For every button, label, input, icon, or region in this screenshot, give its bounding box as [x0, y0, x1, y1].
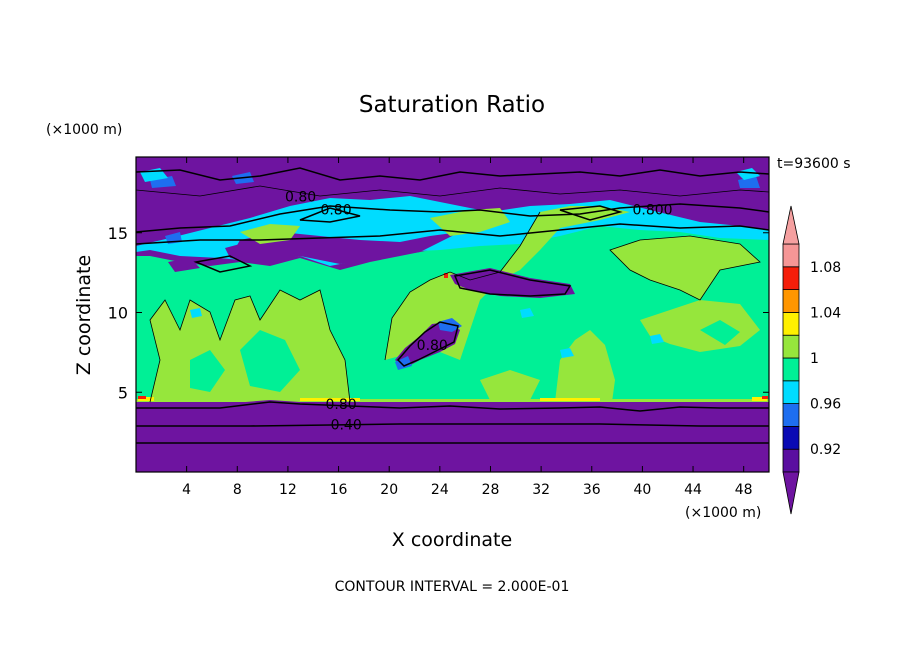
x-tick-label: 8 [233, 482, 242, 498]
contour-interval-note: CONTOUR INTERVAL = 2.000E-01 [335, 579, 570, 595]
colorbar-segment [782, 289, 800, 313]
x-tick-label: 20 [380, 482, 398, 498]
x-unit-label: (×1000 m) [685, 505, 761, 521]
contour-label: 0.800 [632, 202, 672, 218]
y-unit-label: (×1000 m) [46, 122, 122, 138]
x-tick-label: 40 [633, 482, 651, 498]
colorbar-tick-label: 1.04 [810, 305, 841, 321]
colorbar-segment [782, 380, 800, 404]
colorbar-segment [782, 311, 800, 336]
contour-label: 0.80 [320, 202, 351, 218]
field-region-red [138, 273, 768, 399]
colorbar-tick-label: 0.92 [810, 442, 841, 458]
colorbar-tick-label: 1.08 [810, 260, 841, 276]
colorbar-tick-label: 1 [810, 351, 819, 367]
colorbar-over-arrow [782, 205, 800, 245]
field-region-near-saturated-patches [190, 290, 740, 392]
colorbar-segment [782, 403, 800, 427]
x-tick-label: 12 [279, 482, 297, 498]
colorbar-segment [782, 357, 800, 382]
y-tick-label: 10 [108, 304, 128, 323]
colorbar-under-arrow [782, 471, 800, 515]
colorbar-segment [782, 425, 800, 450]
x-tick-label: 44 [684, 482, 702, 498]
y-tick-label: 15 [108, 224, 128, 243]
field-region-lower-dry [136, 400, 769, 472]
contour-label: 0.80 [285, 190, 316, 206]
x-tick-label: 28 [482, 482, 500, 498]
field-region-boundary-strip [136, 399, 769, 402]
plot-frame [135, 156, 770, 473]
colorbar: 0.92 0.96 1 1.04 1.08 [782, 205, 841, 515]
contour-label: 0.40 [331, 418, 362, 434]
x-tick-label: 48 [735, 482, 753, 498]
x-tick-label: 16 [330, 482, 348, 498]
x-tick-label: 24 [431, 482, 449, 498]
x-axis-label: X coordinate [392, 529, 512, 551]
x-axis: 4 8 12 16 20 24 28 32 36 40 44 48 [182, 157, 753, 498]
y-tick-label: 5 [118, 383, 128, 402]
contour-lines-fine [136, 185, 769, 403]
chart-title: Saturation Ratio [359, 92, 545, 118]
x-tick-label: 4 [182, 482, 191, 498]
colorbar-tick-label: 0.96 [810, 397, 841, 413]
colorbar-segment [782, 266, 800, 290]
colorbar-segment [782, 448, 800, 473]
x-tick-label: 36 [583, 482, 601, 498]
colorbar-segment [782, 243, 800, 268]
contour-label: 0.80 [326, 397, 357, 413]
contour-label: 0.80 [417, 338, 448, 354]
time-label: t=93600 s [777, 156, 851, 172]
colorbar-segment [782, 334, 800, 359]
y-axis: 5 10 15 [108, 224, 769, 402]
field-region-dry-pocket [168, 244, 575, 368]
x-tick-label: 32 [532, 482, 550, 498]
y-axis-label: Z coordinate [73, 255, 95, 375]
contour-lines [136, 167, 769, 444]
